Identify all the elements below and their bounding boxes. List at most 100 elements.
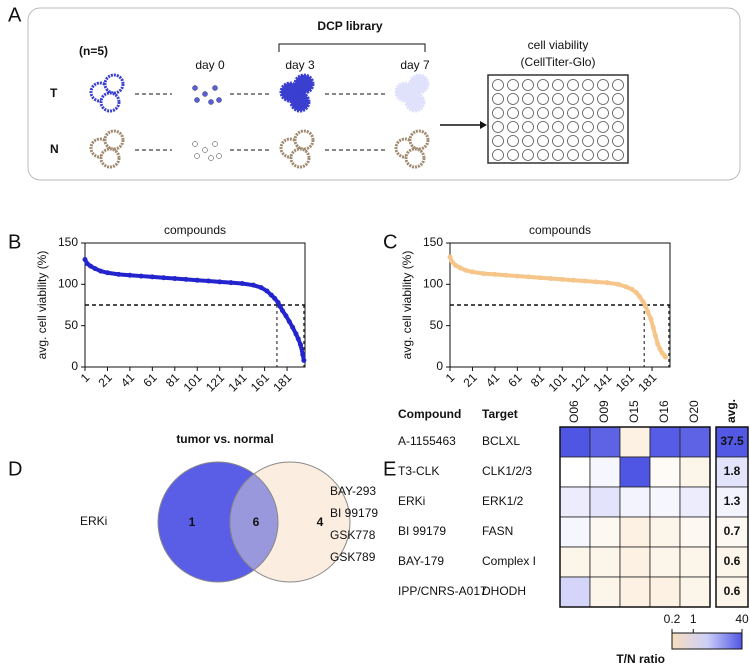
heat-cell [589, 576, 621, 608]
data-point [604, 280, 610, 286]
cell [192, 141, 198, 147]
wells [492, 79, 624, 161]
day: day 3 [285, 58, 315, 72]
data-point [98, 268, 104, 274]
venn-count: 6 [253, 515, 260, 529]
x-tick-label: 141 [590, 370, 614, 394]
well [492, 93, 504, 105]
cell [216, 153, 222, 159]
well [567, 149, 579, 161]
well [597, 93, 609, 105]
colorbar [671, 632, 743, 650]
avg-frame [715, 426, 749, 608]
well [612, 121, 624, 133]
avg-header: avg. [724, 399, 738, 423]
x-tick-label: 21 [460, 370, 480, 390]
x-tick-label: 121 [568, 370, 592, 394]
venn-overlap [229, 473, 279, 571]
x-tick-label: 121 [203, 370, 227, 394]
colorbar-label: T/N ratio [616, 652, 665, 666]
venn-count: 1 [189, 515, 196, 529]
y-tick-label: 0 [436, 359, 443, 373]
data-point [645, 309, 651, 315]
data-point [657, 346, 663, 352]
well [582, 135, 594, 147]
n-label: (n=5) [79, 44, 108, 58]
data-point [283, 313, 289, 319]
plot-frame [449, 242, 671, 368]
x-tick-label: 101 [546, 370, 570, 394]
cells [89, 73, 430, 169]
x-tick-label: 161 [613, 370, 637, 394]
arrow-head [480, 121, 487, 129]
header: DCP library [317, 19, 382, 33]
data-point [104, 270, 110, 276]
series-line [83, 258, 306, 361]
data-point [250, 282, 256, 288]
well [507, 107, 519, 119]
well [522, 121, 534, 133]
target: CLK1/2/3 [482, 464, 532, 478]
heat-cell [649, 576, 681, 608]
well [537, 135, 549, 147]
well [522, 149, 534, 161]
venn-left-label: ERKi [80, 514, 107, 528]
well [567, 135, 579, 147]
column-header: Compound [398, 407, 461, 421]
data-point [655, 341, 661, 347]
data-point [447, 254, 453, 260]
y-tick-label: 150 [58, 235, 78, 249]
heat-cell [679, 426, 711, 458]
data-point [570, 277, 576, 283]
target: FASN [482, 524, 513, 538]
venn-title: tumor vs. normal [176, 432, 273, 446]
x-tick-label: 141 [225, 370, 249, 394]
organoid [289, 147, 311, 169]
data-point [457, 265, 463, 271]
cell [202, 91, 208, 97]
target: ERK1/2 [482, 494, 524, 508]
well [492, 79, 504, 91]
organoid [404, 147, 426, 169]
heat-cell [559, 546, 591, 578]
day: day 7 [400, 58, 430, 72]
heat-cell [619, 456, 651, 488]
data-point [514, 273, 520, 279]
avg-value: 0.6 [724, 554, 741, 568]
x-tick-label: 181 [635, 370, 659, 394]
organoid [408, 73, 430, 95]
data-point [205, 278, 211, 284]
data-point [629, 286, 635, 292]
x-tick-label: 1 [78, 370, 93, 385]
data-point [88, 263, 94, 269]
heat-cell [589, 426, 621, 458]
heat-cell [679, 546, 711, 578]
data-point [268, 292, 274, 298]
well [522, 135, 534, 147]
well [597, 149, 609, 161]
data-point [548, 276, 554, 282]
sample-label: O20 [687, 400, 701, 423]
organoid [293, 129, 315, 151]
well [597, 79, 609, 91]
readout: cell viability [528, 38, 589, 52]
plot-frame [84, 242, 306, 368]
heatmap-frame [559, 426, 711, 608]
well [522, 107, 534, 119]
well [567, 107, 579, 119]
data-point [149, 274, 155, 280]
well [612, 135, 624, 147]
panel-label: C [383, 231, 397, 253]
data-point [537, 275, 543, 281]
venn-right-label: GSK789 [330, 550, 376, 564]
well [582, 79, 594, 91]
heat-cell [679, 576, 711, 608]
well [492, 135, 504, 147]
well [597, 121, 609, 133]
panel-label: D [8, 458, 22, 480]
well [612, 149, 624, 161]
data-point [228, 280, 234, 286]
data-point [82, 257, 88, 263]
heat-cell [649, 546, 681, 578]
data-point [637, 294, 643, 300]
